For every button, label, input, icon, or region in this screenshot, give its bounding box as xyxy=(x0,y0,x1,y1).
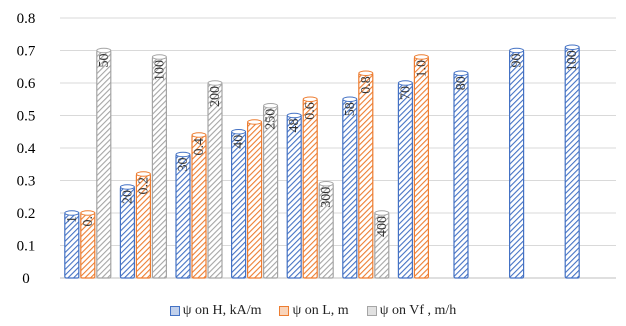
data-label: 0.2 xyxy=(136,177,151,195)
data-label: 0.6 xyxy=(303,102,318,120)
bar xyxy=(302,98,318,279)
bar-cap xyxy=(509,47,525,54)
legend-swatch-h xyxy=(169,306,180,316)
bar-cap xyxy=(151,54,167,60)
bar xyxy=(564,46,580,279)
bar xyxy=(342,98,358,279)
bar-cap xyxy=(231,129,247,135)
data-label: 0.8 xyxy=(359,76,374,94)
bar-cap xyxy=(191,132,207,138)
y-tick-label: 0 xyxy=(22,271,30,287)
bar xyxy=(207,82,223,279)
bar-cap xyxy=(263,103,279,109)
y-tick-label: 0.8 xyxy=(17,11,36,27)
bar-cap xyxy=(358,70,374,76)
legend-item-vf: ψ on Vf , m/h xyxy=(366,303,457,319)
bar-cap xyxy=(286,112,302,119)
bar xyxy=(397,82,413,279)
y-tick-label: 0.2 xyxy=(17,206,36,222)
data-label: 58 xyxy=(343,102,358,116)
data-label: 400 xyxy=(375,216,390,237)
bar xyxy=(509,49,525,279)
data-label: 100 xyxy=(152,60,167,81)
bar-cap xyxy=(342,96,358,102)
data-label: 0.4 xyxy=(192,138,207,156)
data-label: 20 xyxy=(120,190,135,204)
legend-item-h: ψ on H, kA/m xyxy=(169,303,262,319)
legend-label-l: ψ on L, m xyxy=(292,303,349,318)
legend-label-h: ψ on H, kA/m xyxy=(182,303,262,318)
y-tick-label: 0.4 xyxy=(17,141,36,157)
y-tick-label: 0.6 xyxy=(17,76,36,92)
bars xyxy=(64,44,580,279)
data-label: 200 xyxy=(208,86,223,107)
y-tick-label: 0.7 xyxy=(17,44,36,60)
bar xyxy=(453,72,469,279)
bar-cap xyxy=(374,210,390,216)
data-label: 300 xyxy=(319,187,334,208)
bar xyxy=(286,114,302,279)
data-label: 0. xyxy=(81,216,96,227)
data-label: 48 xyxy=(287,119,302,133)
data-label: 70 xyxy=(398,86,413,100)
bar-cap xyxy=(119,184,135,190)
legend: ψ on H, kA/m ψ on L, m ψ on Vf , m/h xyxy=(0,300,626,322)
bar xyxy=(247,121,263,279)
bar-cap xyxy=(135,171,151,177)
legend-label-vf: ψ on Vf , m/h xyxy=(379,303,457,318)
data-label: 80 xyxy=(454,76,469,90)
data-label: 100 xyxy=(565,50,580,71)
bar-cap xyxy=(80,210,96,216)
bar-cap xyxy=(247,119,263,125)
y-tick-label: 0.5 xyxy=(17,109,36,125)
bar xyxy=(413,56,429,279)
bar-cap xyxy=(564,44,580,50)
y-tick-label: 0.3 xyxy=(17,174,36,190)
bar-cap xyxy=(413,54,429,60)
legend-item-l: ψ on L, m xyxy=(279,303,349,319)
bar-cap xyxy=(64,210,80,216)
bar xyxy=(175,153,191,279)
bar xyxy=(231,131,247,279)
bar-cap xyxy=(397,80,413,86)
bar xyxy=(96,49,112,279)
data-label: 90 xyxy=(510,54,525,68)
data-labels: 1 20 30 40 48 58 70 80 90 100 0. 0.2 0.4 0.6 0.8 1.0 50 1… xyxy=(65,50,580,237)
bar xyxy=(358,72,374,279)
y-tick-label: 0.1 xyxy=(17,239,36,255)
bar-chart: 0 0.1 0.2 0.3 0.4 0.5 0.6 0.7 0.8 1 20 30 40 48 58 70 8… xyxy=(17,11,616,287)
bar xyxy=(263,105,279,279)
legend-swatch-vf xyxy=(366,306,377,316)
bar-cap xyxy=(453,70,469,76)
bar xyxy=(151,56,167,279)
y-axis: 0 0.1 0.2 0.3 0.4 0.5 0.6 0.7 0.8 xyxy=(17,11,36,287)
bar-cap xyxy=(318,181,334,187)
data-label: 1.0 xyxy=(414,60,429,78)
data-label: 50 xyxy=(97,54,112,68)
bar-cap xyxy=(175,151,191,158)
data-label: 30 xyxy=(176,158,191,172)
data-label: 250 xyxy=(264,109,279,130)
data-label: 1 xyxy=(65,216,80,223)
data-label: 40 xyxy=(232,135,247,149)
bar-cap xyxy=(96,47,112,54)
bar-cap xyxy=(207,80,223,86)
bar-cap xyxy=(302,96,318,102)
legend-swatch-l xyxy=(279,306,290,316)
